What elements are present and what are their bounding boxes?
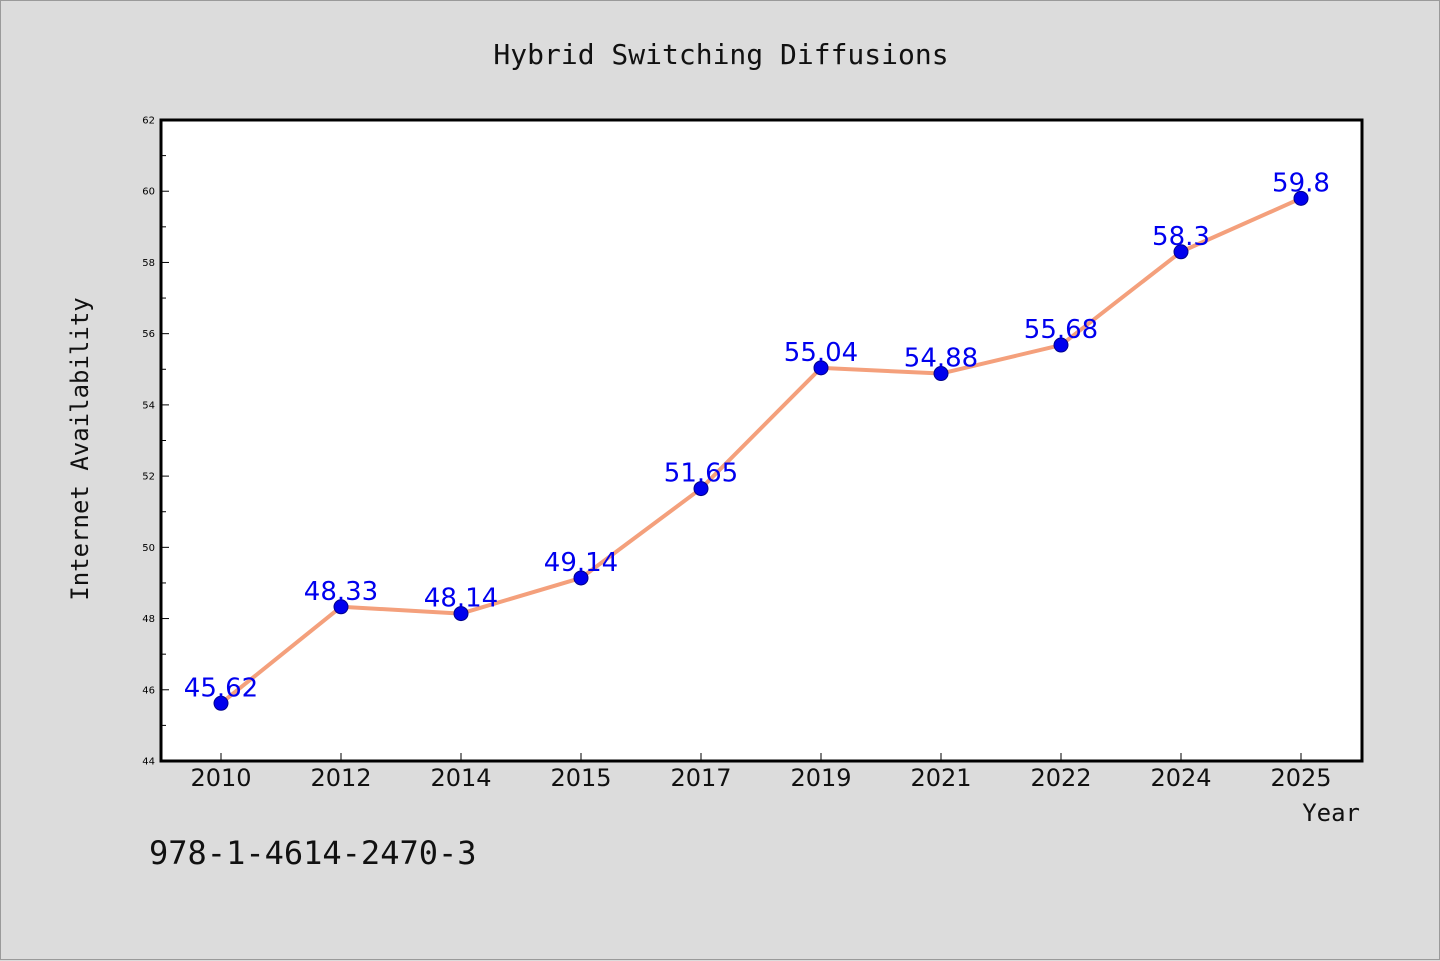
isbn-footer: 978-1-4614-2470-3 bbox=[149, 834, 477, 872]
y-tick-label: 52 bbox=[142, 472, 155, 483]
data-point bbox=[813, 360, 829, 376]
y-tick-label: 54 bbox=[142, 400, 155, 411]
x-tick-label: 2025 bbox=[1270, 764, 1331, 792]
data-point bbox=[333, 599, 349, 615]
y-tick-label: 50 bbox=[142, 543, 155, 554]
data-point bbox=[693, 481, 709, 497]
x-tick-label: 2012 bbox=[310, 764, 371, 792]
x-tick-label: 2019 bbox=[790, 764, 851, 792]
data-label: 59.8 bbox=[1272, 168, 1330, 198]
data-point bbox=[1053, 337, 1069, 353]
y-axis-label: Internet Availability bbox=[66, 297, 94, 600]
data-label: 51.65 bbox=[664, 459, 738, 489]
data-point bbox=[1173, 244, 1189, 260]
data-label: 45.62 bbox=[184, 673, 258, 703]
data-point bbox=[213, 695, 229, 711]
data-label: 58.3 bbox=[1152, 222, 1210, 252]
x-tick-label: 2024 bbox=[1150, 764, 1211, 792]
x-tick-label: 2010 bbox=[190, 764, 251, 792]
x-axis-label: Year bbox=[1302, 799, 1360, 827]
data-label: 48.33 bbox=[304, 577, 378, 607]
data-point bbox=[453, 606, 469, 622]
x-tick-label: 2022 bbox=[1030, 764, 1091, 792]
series-line bbox=[219, 196, 1302, 705]
data-label: 49.14 bbox=[544, 548, 618, 578]
x-tick-label: 2014 bbox=[430, 764, 491, 792]
data-label: 54.88 bbox=[904, 344, 978, 374]
y-tick-label: 56 bbox=[142, 329, 155, 340]
x-tick-label: 2017 bbox=[670, 764, 731, 792]
plot-area bbox=[159, 118, 1364, 763]
data-point bbox=[933, 366, 949, 382]
data-label: 48.14 bbox=[424, 584, 498, 614]
series-layer: 45.62 48.33 48.14 49.14 51.65 55.04 54.88 55.68… bbox=[184, 168, 1330, 711]
chart-title: Hybrid Switching Diffusions bbox=[493, 38, 948, 71]
data-point bbox=[1293, 190, 1309, 206]
x-tick-label: 2015 bbox=[550, 764, 611, 792]
y-tick-label: 46 bbox=[142, 685, 155, 696]
y-tick-label: 44 bbox=[142, 757, 155, 768]
data-label: 55.04 bbox=[784, 338, 858, 368]
y-tick-label: 48 bbox=[142, 614, 155, 625]
y-tick-label: 58 bbox=[142, 258, 155, 269]
data-point bbox=[573, 570, 589, 586]
x-axis: 2010 2012 2014 2015 2017 2019 2021 2022 2024 2025 bbox=[190, 753, 1332, 792]
y-tick-label: 62 bbox=[142, 116, 155, 127]
y-tick-label: 60 bbox=[142, 187, 155, 198]
x-tick-label: 2021 bbox=[910, 764, 971, 792]
y-axis: 44 46 48 50 52 54 56 58 60 62 bbox=[142, 116, 169, 768]
data-label: 55.68 bbox=[1024, 315, 1098, 345]
